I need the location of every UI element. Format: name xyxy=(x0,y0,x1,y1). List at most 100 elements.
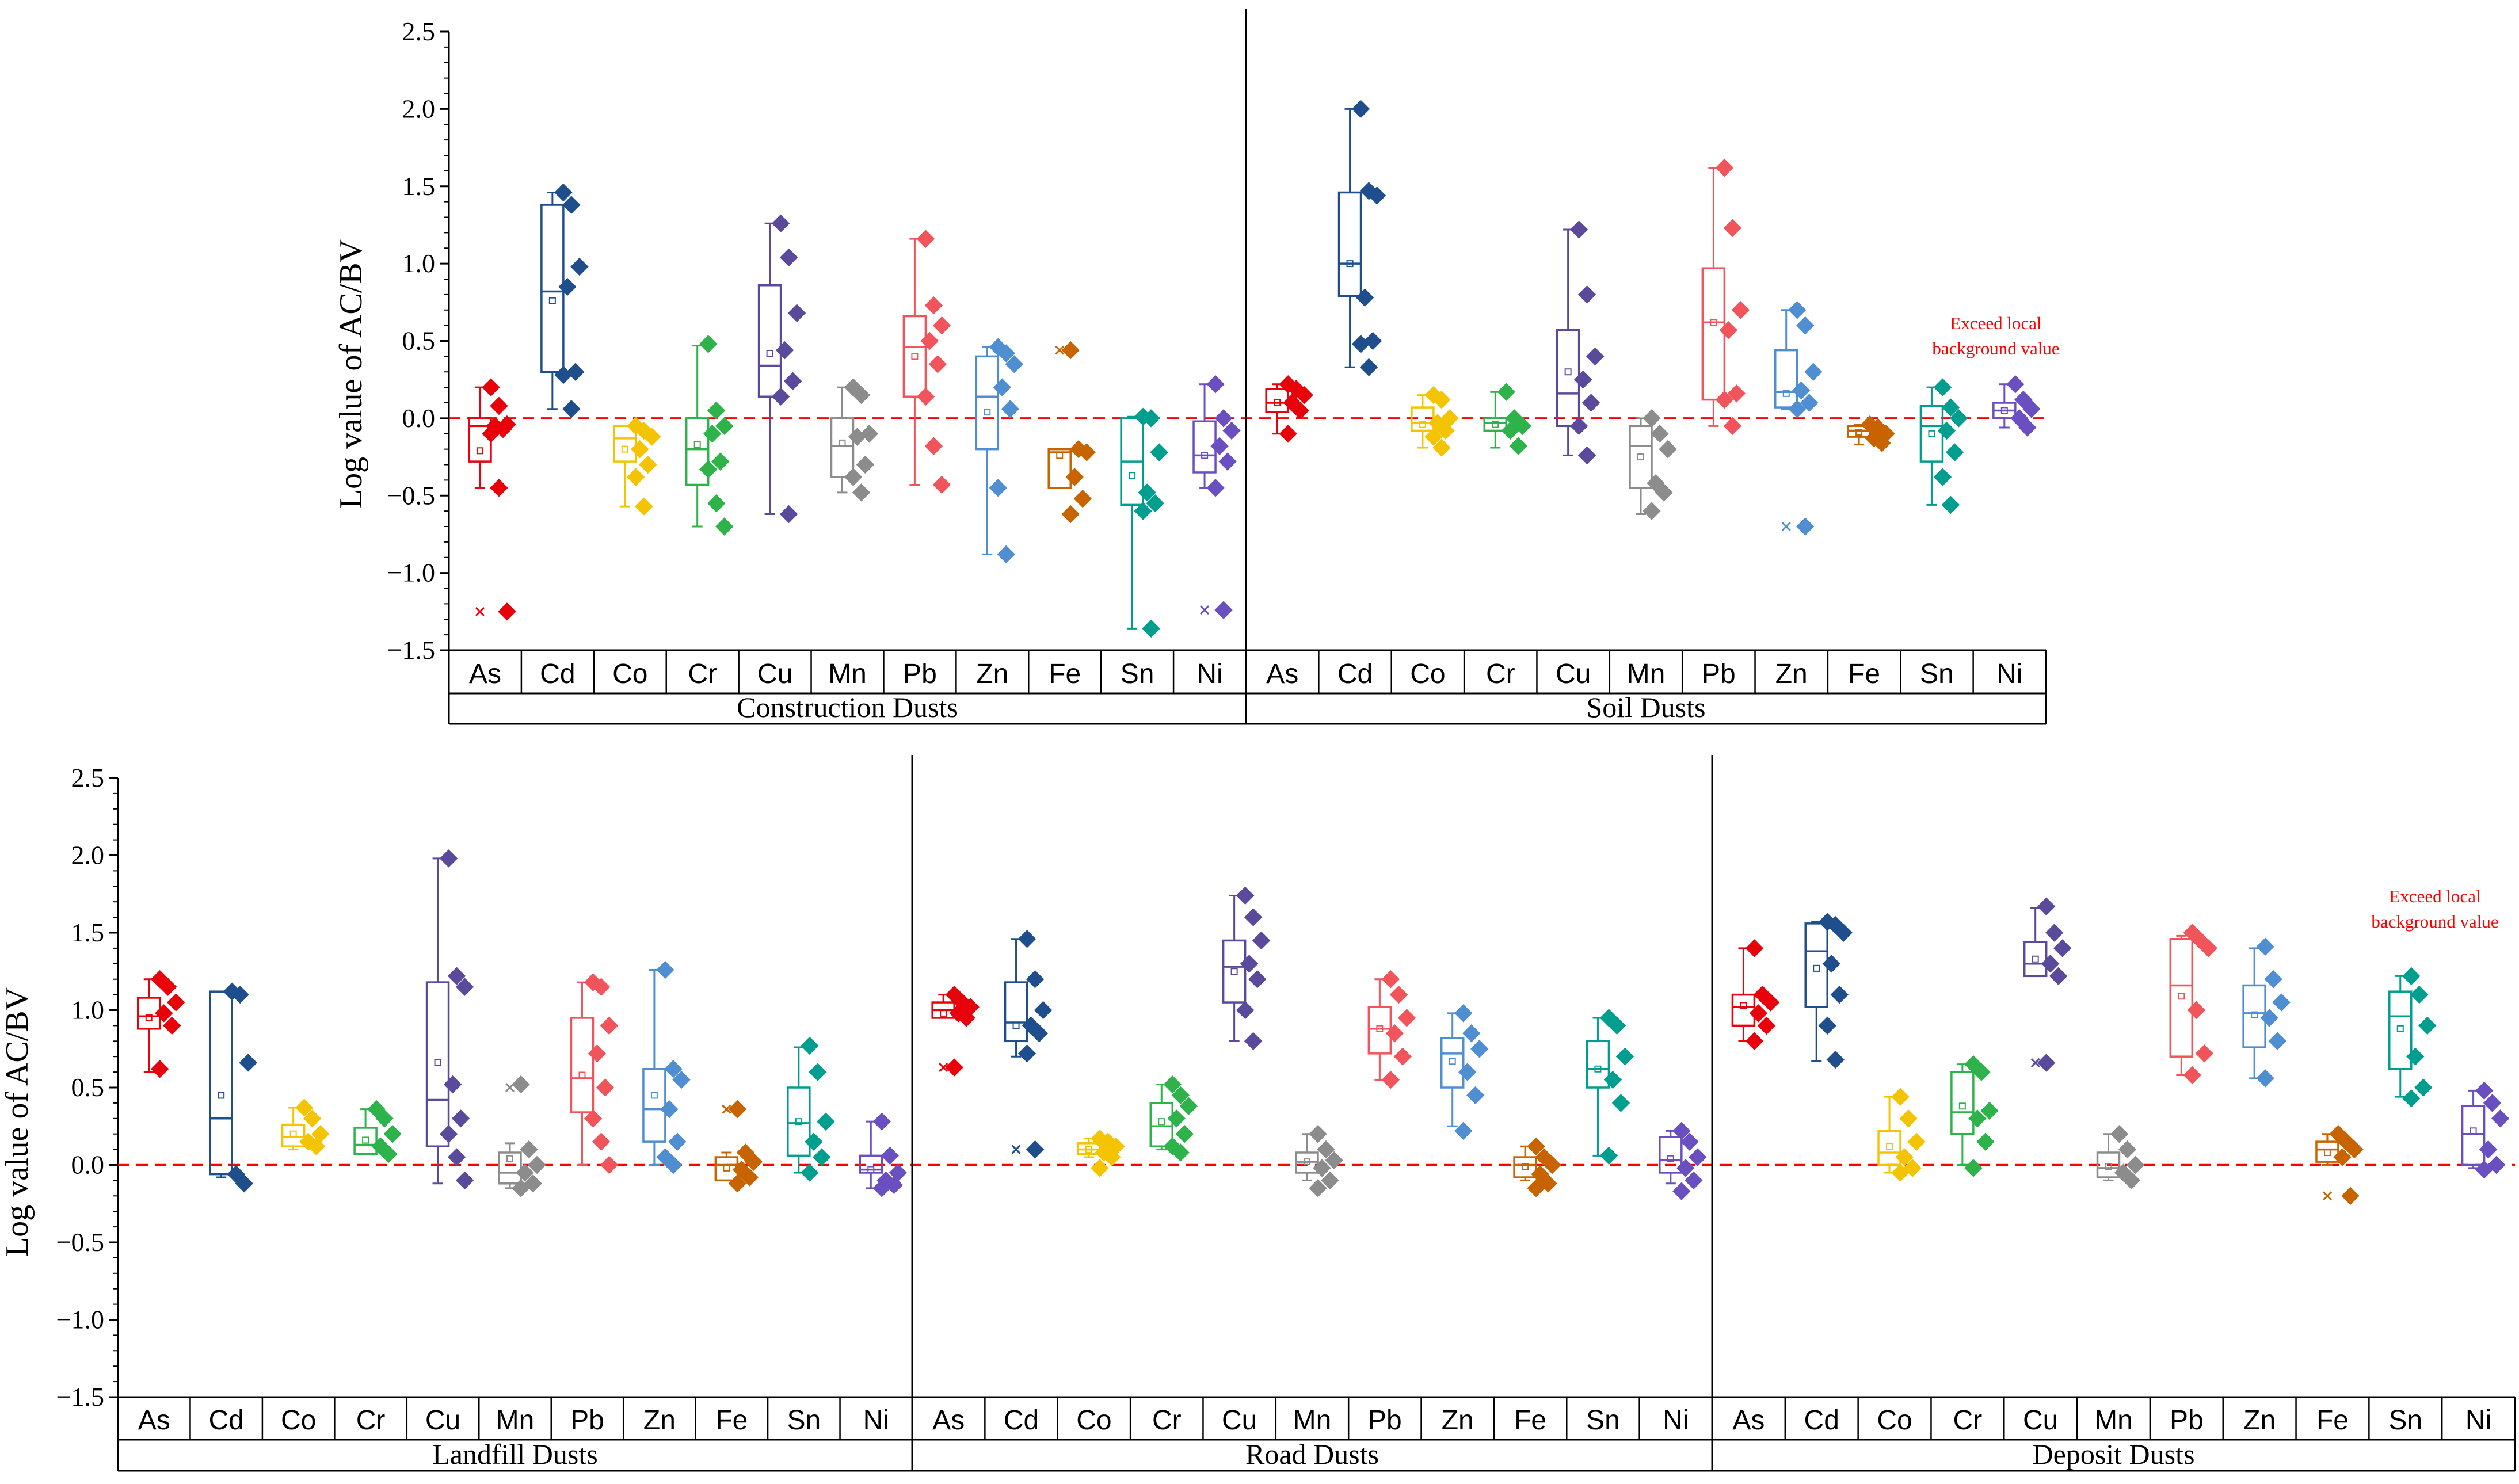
data-point xyxy=(1218,452,1237,471)
data-point xyxy=(1222,421,1241,440)
data-point xyxy=(1236,886,1255,905)
category-label: Zn xyxy=(1442,1405,1474,1436)
data-point xyxy=(1279,425,1297,443)
data-point xyxy=(1236,1001,1255,1020)
data-point xyxy=(1454,1004,1473,1023)
group-label: Construction Dusts xyxy=(737,691,958,723)
data-point xyxy=(1527,1179,1545,1197)
data-point xyxy=(2475,1081,2494,1100)
data-point xyxy=(2264,970,2282,989)
group-road-dusts: Road Dusts As Cd Co Cr Cu Mn Pb Zn Fe Sn Ni xyxy=(911,755,1713,1471)
data-point xyxy=(1513,417,1531,436)
data-point xyxy=(584,1109,603,1128)
outlier-marker xyxy=(475,606,485,616)
data-point xyxy=(1432,438,1451,457)
category-label: As xyxy=(1732,1405,1765,1436)
group-label: Soil Dusts xyxy=(1586,691,1705,723)
iqr-box xyxy=(2315,1140,2339,1163)
category-label: Cd xyxy=(1004,1405,1039,1436)
data-point xyxy=(1142,409,1160,428)
category-label: Ni xyxy=(2465,1405,2491,1436)
group-soil-dusts: Soil Dusts As Cd Co Cr Cu Mn Pb Zn Fe Sn Ni xyxy=(1245,9,2047,724)
box-ni: Ni xyxy=(1638,1121,1707,1440)
annotation-exceed-background: Exceed local xyxy=(2389,886,2480,906)
iqr-box xyxy=(1513,1156,1537,1178)
data-point xyxy=(813,1148,831,1166)
mean-marker xyxy=(1522,1163,1529,1170)
data-point xyxy=(1393,1047,1412,1066)
data-point xyxy=(844,468,863,486)
data-point xyxy=(512,1075,530,1094)
data-point xyxy=(1214,601,1233,619)
data-point xyxy=(779,248,798,267)
data-point xyxy=(631,440,649,459)
mean-marker xyxy=(2178,993,2185,1000)
data-point xyxy=(1672,1121,1691,1140)
data-point xyxy=(558,277,577,296)
data-point xyxy=(787,304,806,322)
data-point xyxy=(596,1078,615,1097)
data-point xyxy=(872,1112,891,1131)
group-landfill-dusts: Landfill Dusts As Cd Co Cr Cu Mn Pb Zn Fe Sn Ni xyxy=(136,849,913,1471)
data-point xyxy=(566,363,585,381)
mean-marker xyxy=(621,445,628,453)
mean-marker xyxy=(2323,1149,2331,1156)
data-point xyxy=(2268,1032,2286,1051)
data-point xyxy=(1659,440,1677,459)
box-cr: Cr xyxy=(665,335,734,693)
box-zn: Zn xyxy=(955,338,1024,693)
mean-marker xyxy=(2251,1011,2258,1018)
category-label: Mn xyxy=(1293,1405,1332,1436)
data-point xyxy=(1899,1109,1918,1128)
category-label: Cd xyxy=(1804,1405,1839,1436)
outlier-marker xyxy=(1199,605,1210,615)
data-point xyxy=(2479,1140,2498,1159)
data-point xyxy=(924,296,943,315)
data-point xyxy=(1095,1143,1113,1162)
data-point xyxy=(1017,1044,1036,1063)
data-point xyxy=(1367,186,1386,205)
y-tick-label: 1.5 xyxy=(71,918,105,947)
category-label: Zn xyxy=(2243,1405,2276,1436)
category-label: Pb xyxy=(1368,1405,1402,1436)
data-point xyxy=(1385,1024,1404,1043)
data-point xyxy=(2402,967,2421,986)
data-point xyxy=(744,1153,763,1171)
data-point xyxy=(1689,1148,1707,1166)
box-cr: Cr xyxy=(1129,1075,1198,1440)
box-cu: Cu xyxy=(406,849,474,1440)
data-point xyxy=(1599,1146,1618,1165)
data-point xyxy=(1715,390,1734,409)
data-point xyxy=(2272,993,2291,1012)
data-point xyxy=(715,517,734,536)
data-point xyxy=(2195,1044,2214,1063)
data-point xyxy=(1643,409,1661,428)
iqr-box xyxy=(1659,1136,1683,1174)
mean-marker xyxy=(578,1071,586,1079)
category-label: Cu xyxy=(425,1405,460,1436)
mean-marker xyxy=(1346,260,1354,268)
data-point xyxy=(643,428,661,446)
y-tick-label: −0.5 xyxy=(56,1227,104,1257)
data-point xyxy=(916,230,935,248)
data-point xyxy=(600,1155,619,1174)
data-point xyxy=(383,1124,402,1143)
data-point xyxy=(163,1016,181,1035)
data-point xyxy=(2418,1016,2437,1035)
data-point xyxy=(817,1112,835,1131)
data-point xyxy=(1907,1132,1926,1151)
iqr-box xyxy=(281,1123,306,1147)
data-point xyxy=(1933,468,1952,486)
data-point xyxy=(1792,381,1811,400)
mean-marker xyxy=(1886,1143,1893,1150)
data-point xyxy=(1462,1024,1481,1043)
y-tick-label: 1.5 xyxy=(402,171,436,201)
mean-marker xyxy=(795,1118,802,1126)
data-point xyxy=(1454,1121,1473,1140)
data-point xyxy=(1539,1174,1557,1193)
category-label: Sn xyxy=(2388,1405,2422,1436)
mean-marker xyxy=(1376,1025,1384,1032)
box-sn: Sn xyxy=(2368,967,2437,1440)
box-zn: Zn xyxy=(1420,1004,1489,1440)
